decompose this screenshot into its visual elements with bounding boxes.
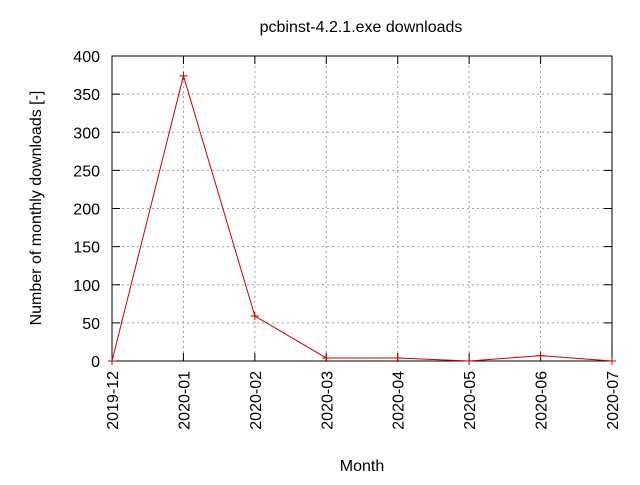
- y-tick-label: 200: [73, 202, 100, 219]
- x-axis-label: Month: [340, 458, 384, 475]
- y-tick-label: 300: [73, 125, 100, 142]
- data-point: [179, 71, 188, 80]
- data-point: [250, 312, 259, 321]
- series-line: [111, 73, 613, 362]
- x-tick-label: 2020-01: [176, 371, 193, 430]
- x-tick-label: 2020-04: [391, 371, 408, 430]
- y-tick-label: 50: [82, 316, 100, 333]
- data-point: [465, 357, 474, 365]
- y-axis: 0 50 100 150 200 250 300 350 400: [73, 49, 612, 371]
- y-tick-label: 150: [73, 240, 100, 257]
- data-point: [322, 353, 331, 362]
- data-point: [608, 357, 616, 365]
- series: [108, 71, 616, 365]
- y-tick-label: 0: [91, 354, 100, 371]
- x-tick-label: 2020-03: [319, 371, 336, 430]
- y-tick-label: 400: [73, 49, 100, 66]
- x-tick-label: 2020-07: [605, 371, 622, 430]
- data-point: [393, 353, 402, 362]
- data-point: [108, 357, 116, 365]
- y-tick-label: 350: [73, 87, 100, 104]
- data-point: [536, 351, 545, 360]
- grid: [112, 56, 612, 361]
- chart-title: pcbinst-4.2.1.exe downloads: [260, 19, 463, 36]
- y-tick-label: 250: [73, 163, 100, 180]
- x-tick-label: 2020-02: [248, 371, 265, 430]
- x-tick-label: 2020-06: [534, 371, 551, 430]
- y-tick-label: 100: [73, 278, 100, 295]
- x-tick-label: 2020-05: [462, 371, 479, 430]
- x-tick-label: 2019-12: [105, 371, 122, 430]
- y-axis-label: Number of monthly downloads [-]: [28, 91, 45, 326]
- x-axis: 2019-12 2020-01 2020-02 2020-03 2020-04 2020-…: [105, 56, 622, 430]
